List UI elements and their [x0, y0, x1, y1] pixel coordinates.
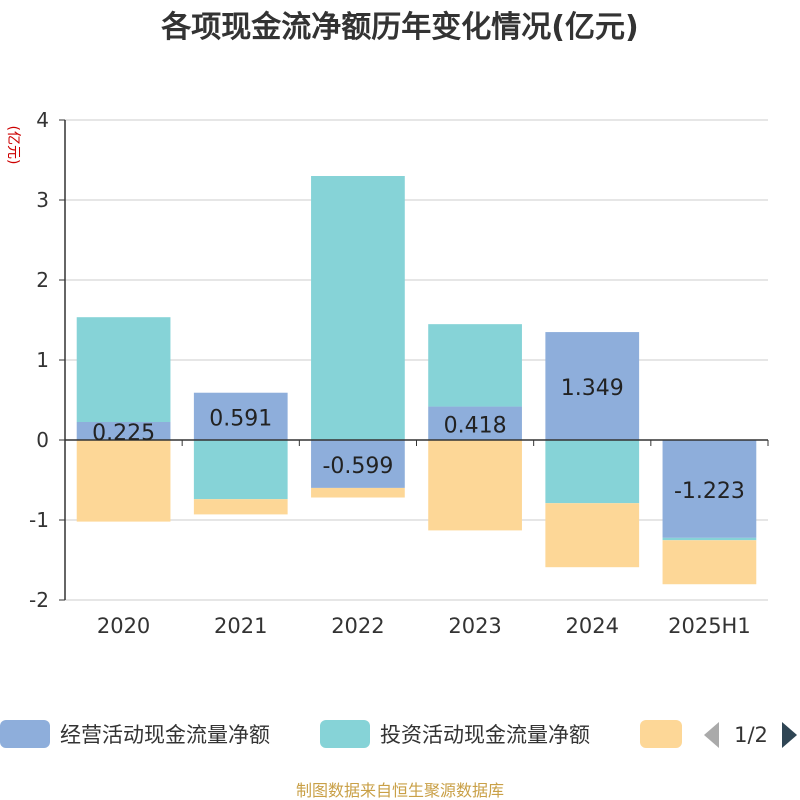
legend: 经营活动现金流量净额 投资活动现金流量净额 1/2	[0, 720, 797, 748]
y-tick-label: 2	[36, 268, 49, 292]
x-tick-label: 2024	[566, 614, 619, 638]
bar-value-label: 0.418	[444, 413, 507, 438]
y-tick-label: 4	[36, 108, 49, 132]
bar-2022-series-0[interactable]	[311, 440, 405, 488]
bar-2024-series-2[interactable]	[545, 503, 640, 568]
bar-2025H1-series-2[interactable]	[662, 540, 757, 585]
bar-value-label: -0.599	[322, 454, 393, 479]
x-tick-label: 2022	[331, 614, 384, 638]
bar-2023-series-0[interactable]	[428, 406, 522, 440]
grid-lines	[65, 119, 768, 601]
bar-2020-series-2[interactable]	[76, 440, 171, 522]
bar-2024-series-0[interactable]	[545, 332, 640, 440]
legend-prev-page-icon[interactable]	[704, 722, 719, 748]
data-labels: 0.225 0.591 -0.599 0.418 1.349 -1.223	[92, 376, 745, 504]
y-tick-label: -2	[29, 588, 49, 612]
bar-value-label: 1.349	[561, 376, 624, 401]
legend-swatch-operating[interactable]	[0, 720, 50, 748]
bars	[76, 176, 757, 585]
bar-value-label: 0.225	[92, 421, 155, 446]
legend-page-indicator: 1/2	[734, 723, 768, 747]
chart-title: 各项现金流净额历年变化情况(亿元)	[160, 10, 638, 45]
bar-2025H1-series-0[interactable]	[662, 440, 757, 538]
x-tick-label: 2023	[448, 614, 501, 638]
bar-2021-series-0[interactable]	[193, 392, 288, 440]
axes: 4 3 2 1 0 -1 -2 2020 2021 2022 2023 2024 2025H1	[29, 108, 769, 638]
y-tick-label: 1	[36, 348, 49, 372]
bar-2023-series-2[interactable]	[428, 440, 522, 531]
legend-next-page-icon[interactable]	[782, 722, 797, 748]
y-axis-unit-label: (亿元)	[5, 126, 21, 165]
bar-value-label: 0.591	[209, 406, 272, 431]
bar-2021-series-1[interactable]	[193, 440, 288, 500]
bar-2022-series-2[interactable]	[311, 487, 405, 498]
bar-2020-series-0[interactable]	[76, 422, 171, 440]
y-tick-label: -1	[29, 508, 49, 532]
bar-2023-series-1[interactable]	[428, 324, 522, 407]
bar-2025H1-series-1[interactable]	[662, 537, 757, 541]
bar-value-label: -1.223	[674, 479, 745, 504]
y-tick-label: 0	[36, 428, 49, 452]
x-tick-label: 2021	[214, 614, 267, 638]
bar-2022-series-1[interactable]	[311, 176, 405, 440]
legend-label-operating[interactable]: 经营活动现金流量净额	[60, 723, 270, 747]
x-tick-label: 2025H1	[668, 614, 751, 638]
legend-label-investing[interactable]: 投资活动现金流量净额	[380, 723, 590, 747]
x-tick-label: 2020	[97, 614, 150, 638]
bar-2020-series-1[interactable]	[76, 317, 171, 422]
legend-swatch-financing[interactable]	[640, 720, 682, 748]
source-footer: 制图数据来自恒生聚源数据库	[296, 781, 504, 800]
legend-swatch-investing[interactable]	[320, 720, 370, 748]
y-tick-label: 3	[36, 188, 49, 212]
bar-2024-series-1[interactable]	[545, 440, 640, 504]
bar-2021-series-2[interactable]	[193, 499, 288, 515]
